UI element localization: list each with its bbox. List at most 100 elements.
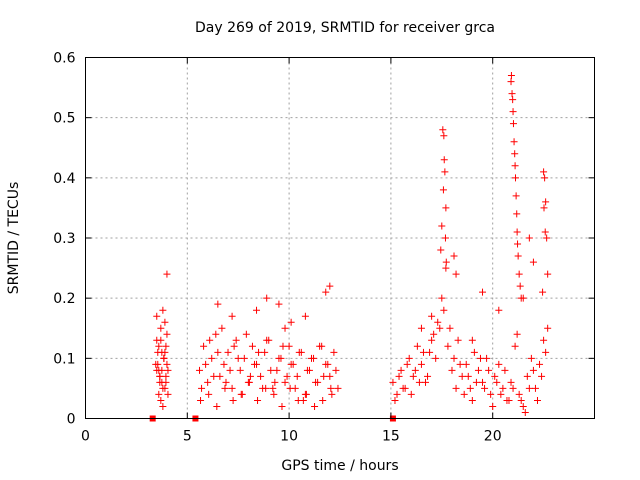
data-point: [470, 348, 478, 356]
data-point: [391, 396, 399, 404]
data-point: [440, 156, 448, 164]
data-point: [407, 390, 415, 398]
data-point: [521, 408, 529, 416]
data-point: [197, 396, 205, 404]
data-point: [283, 372, 291, 380]
data-point: [236, 366, 244, 374]
data-point: [221, 384, 229, 392]
data-point: [267, 366, 275, 374]
data-point: [157, 324, 165, 332]
data-point: [436, 324, 444, 332]
data-point: [413, 342, 421, 350]
data-point: [328, 390, 336, 398]
data-point: [302, 390, 310, 398]
data-point: [507, 78, 515, 86]
data-point: [285, 342, 293, 350]
data-point: [495, 306, 503, 314]
data-point: [286, 384, 294, 392]
data-point: [213, 402, 221, 410]
data-point: [519, 294, 527, 302]
data-point: [163, 360, 171, 368]
data-point: [491, 372, 499, 380]
data-point: [159, 402, 167, 410]
data-point: [163, 270, 171, 278]
data-point: [269, 384, 277, 392]
data-point: [326, 282, 334, 290]
data-point: [210, 372, 218, 380]
data-point: [155, 342, 163, 350]
data-point: [154, 360, 162, 368]
data-point: [468, 336, 476, 344]
data-point: [507, 378, 515, 386]
data-point: [446, 324, 454, 332]
y-tick-label: 0.3: [53, 231, 75, 247]
data-point: [426, 348, 434, 356]
data-point: [212, 330, 220, 338]
data-point: [330, 348, 338, 356]
data-point: [533, 396, 541, 404]
data-point: [316, 342, 324, 350]
data-point: [294, 396, 302, 404]
data-point: [508, 90, 516, 98]
data-point: [493, 378, 501, 386]
data-point: [513, 210, 521, 218]
data-point: [164, 390, 172, 398]
x-tick-label: 10: [280, 429, 298, 445]
data-point: [481, 384, 489, 392]
data-point: [230, 342, 238, 350]
data-point: [542, 348, 550, 356]
data-point: [539, 288, 547, 296]
data-point: [529, 366, 537, 374]
grid-lines: [85, 57, 595, 419]
data-point: [434, 318, 442, 326]
data-point: [237, 390, 245, 398]
data-point: [399, 384, 407, 392]
data-point: [319, 396, 327, 404]
data-point: [262, 384, 270, 392]
data-point: [200, 342, 208, 350]
data-point: [513, 330, 521, 338]
y-axis: 0 0.1 0.2 0.3 0.4 0.5 0.6: [53, 51, 595, 428]
data-point: [204, 378, 212, 386]
data-point: [527, 354, 535, 362]
data-point: [442, 264, 450, 272]
data-point: [442, 258, 450, 266]
data-point: [156, 378, 164, 386]
data-point: [417, 324, 425, 332]
data-point: [540, 336, 548, 344]
y-tick-label: 0.1: [53, 351, 75, 367]
data-point: [485, 366, 493, 374]
data-point: [428, 312, 436, 320]
data-point: [287, 360, 295, 368]
data-point: [322, 288, 330, 296]
data-point: [261, 348, 269, 356]
data-point: [393, 390, 401, 398]
data-point: [206, 336, 214, 344]
data-point: [458, 372, 466, 380]
data-point: [332, 366, 340, 374]
data-point: [483, 354, 491, 362]
data-point: [440, 306, 448, 314]
data-point: [460, 390, 468, 398]
data-point: [334, 384, 342, 392]
data-point: [250, 360, 258, 368]
data-point: [456, 360, 464, 368]
data-point: [437, 246, 445, 254]
data-point: [515, 270, 523, 278]
data-point: [509, 96, 517, 104]
data-point: [202, 360, 210, 368]
data-point: [519, 402, 527, 410]
data-point: [263, 294, 271, 302]
y-axis-label: SRMTID / TECUs: [6, 182, 22, 295]
data-point: [324, 360, 332, 368]
data-point: [468, 396, 476, 404]
data-point: [540, 204, 548, 212]
data-point: [472, 378, 480, 386]
data-point: [397, 366, 405, 374]
data-point: [509, 120, 517, 128]
data-point: [312, 378, 320, 386]
data-point: [507, 72, 515, 80]
data-point: [511, 342, 519, 350]
x-axis-label: GPS time / hours: [281, 458, 398, 474]
